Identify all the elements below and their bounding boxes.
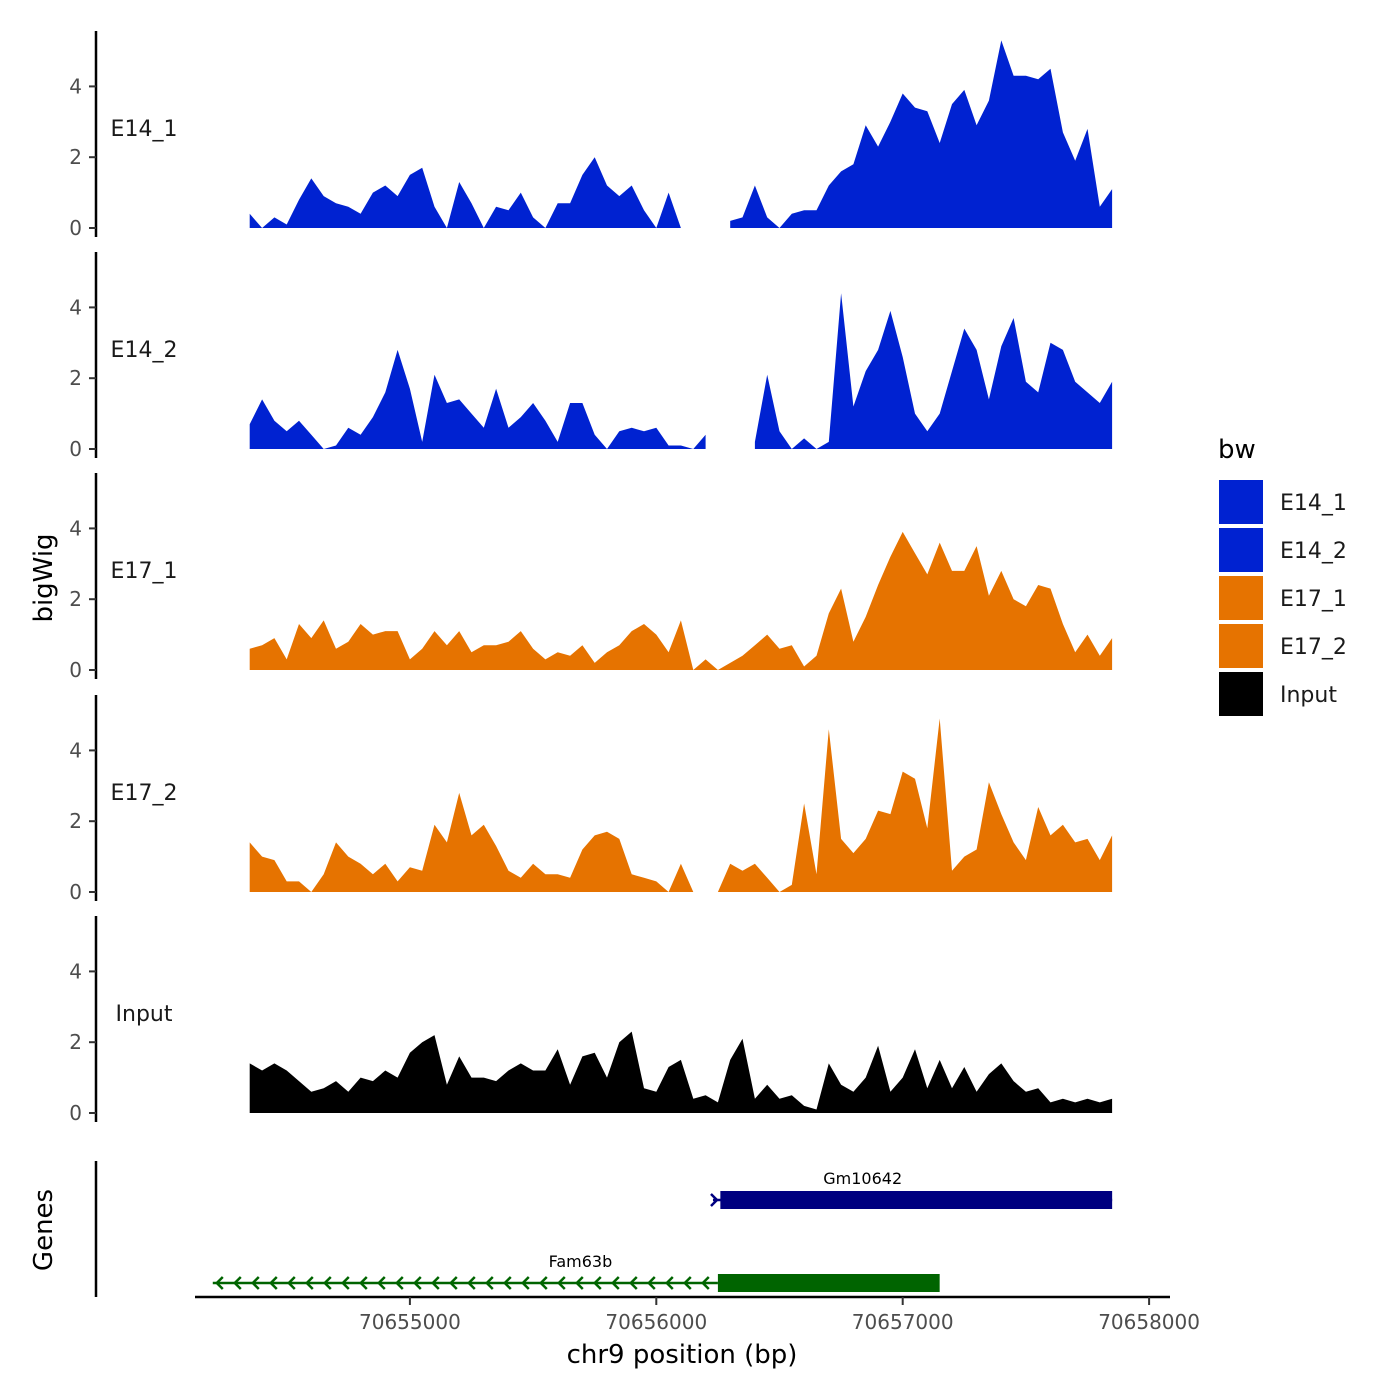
coverage-area [754,293,1113,449]
track-label: E17_1 [111,559,178,584]
coverage-area [249,531,1113,670]
bigwig-tracks: 0 2 4 E14_1 0 2 4 E14_2 0 2 4 E17_1 0 2 4 E17_2 0 2 4 Input [69,31,1113,1125]
strand-arrow [593,1276,602,1290]
y-tick-label: 2 [69,145,82,169]
y-tick-label: 0 [69,1101,82,1125]
strand-arrow [305,1276,314,1290]
strand-arrow [215,1276,224,1290]
y-tick-label: 0 [69,658,82,682]
genes-axis-title: Genes [29,1189,59,1271]
track-label: E17_2 [111,781,178,806]
strand-arrow [449,1276,458,1290]
strand-arrow [710,1193,719,1207]
strand-arrow [377,1276,386,1290]
track-e14_2: 0 2 4 E14_2 [69,252,1113,461]
coverage-area [249,792,694,892]
track-e17_2: 0 2 4 E17_2 [69,695,1113,904]
y-tick-label: 4 [69,516,82,540]
strand-arrow [485,1276,494,1290]
coverage-area [730,40,1113,229]
legend-swatch [1219,576,1263,620]
strand-arrow [341,1276,350,1290]
strand-arrow [431,1276,440,1290]
legend-label: E14_2 [1280,539,1347,564]
strand-arrow [701,1276,710,1290]
coverage-area [249,349,706,449]
track-label: E14_1 [111,117,178,142]
x-tick-label: 70658000 [1098,1310,1200,1334]
strand-arrow [683,1276,692,1290]
track-e14_1: 0 2 4 E14_1 [69,31,1113,240]
legend: bw E14_1 E14_2 E17_1 E17_2 Input [1218,435,1347,716]
strand-arrow [323,1276,332,1290]
y-tick-label: 4 [69,74,82,98]
y-tick-label: 0 [69,216,82,240]
x-tick-label: 70656000 [605,1310,707,1334]
strand-arrow [287,1276,296,1290]
track-input: 0 2 4 Input [69,916,1113,1125]
legend-swatch [1219,480,1263,524]
strand-arrow [467,1276,476,1290]
coverage-area [717,718,1113,892]
strand-arrow [251,1276,260,1290]
strand-arrow [665,1276,674,1290]
y-tick-label: 4 [69,738,82,762]
x-axis: 70655000 70656000 70657000 70658000 [195,1295,1200,1334]
y-tick-label: 4 [69,295,82,319]
legend-title: bw [1218,435,1256,465]
strand-arrow [611,1276,620,1290]
coverage-area [249,1031,1113,1113]
legend-label: E14_1 [1280,491,1347,516]
legend-label: Input [1280,683,1337,708]
strand-arrow [413,1276,422,1290]
legend-label: E17_2 [1280,635,1347,660]
strand-arrow [269,1276,278,1290]
gene-exon [717,1274,940,1292]
y-tick-label: 2 [69,809,82,833]
y-tick-label: 2 [69,366,82,390]
strand-arrow [503,1276,512,1290]
y-tick-label: 0 [69,880,82,904]
strand-arrow [359,1276,368,1290]
legend-swatch [1219,672,1263,716]
track-e17_1: 0 2 4 E17_1 [69,473,1113,682]
strand-arrow [575,1276,584,1290]
coverage-area [249,157,681,228]
y-axis-title: bigWig [29,533,59,622]
strand-arrow [521,1276,530,1290]
strand-arrow [395,1276,404,1290]
track-label: E14_2 [111,338,178,363]
x-axis-title: chr9 position (bp) [567,1340,798,1370]
gene-gm10642: Gm10642 [710,1169,1113,1209]
y-tick-label: 4 [69,959,82,983]
gene-exon [720,1191,1113,1209]
strand-arrow [629,1276,638,1290]
genes-track: Gm10642 Fam63b [94,1161,1113,1297]
legend-swatch [1219,624,1263,668]
x-tick-label: 70655000 [359,1310,461,1334]
y-tick-label: 0 [69,437,82,461]
legend-swatch [1219,528,1263,572]
gene-label: Fam63b [549,1252,613,1271]
strand-arrow [233,1276,242,1290]
strand-arrow [647,1276,656,1290]
y-tick-label: 2 [69,587,82,611]
x-tick-label: 70657000 [852,1310,954,1334]
strand-arrow [539,1276,548,1290]
track-label: Input [116,1002,173,1027]
legend-label: E17_1 [1280,587,1347,612]
strand-arrow [557,1276,566,1290]
gene-fam63b: Fam63b [212,1252,940,1292]
y-tick-label: 2 [69,1030,82,1054]
gene-label: Gm10642 [823,1169,902,1188]
